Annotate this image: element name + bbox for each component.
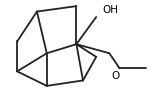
Text: OH: OH [103,5,119,15]
Text: O: O [112,71,120,81]
